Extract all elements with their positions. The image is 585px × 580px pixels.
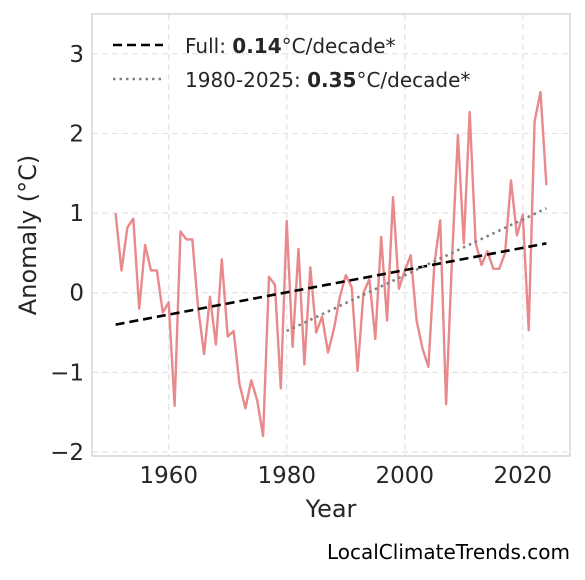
legend-recent-value: 0.35: [307, 68, 356, 92]
y-tick-label: 2: [69, 121, 84, 147]
legend-full-value: 0.14: [232, 34, 281, 58]
legend-full-suffix: °C/decade*: [282, 34, 396, 58]
y-axis-title: Anomaly (°C): [14, 155, 42, 315]
y-tick-label: 3: [69, 42, 84, 68]
x-axis-title: Year: [305, 495, 357, 523]
series-group: [114, 90, 548, 438]
legend-label-recent: 1980-2025: 0.35°C/decade*: [185, 68, 470, 92]
legend-full-prefix: Full:: [185, 34, 232, 58]
source-credit: LocalClimateTrends.com: [326, 540, 570, 564]
plot-frame: [91, 13, 571, 457]
x-tick-label: 1960: [139, 463, 198, 489]
legend: Full: 0.14°C/decade* 1980-2025: 0.35°C/d…: [113, 34, 470, 92]
anomaly-chart: 1960 1980 2000 2020 −2 −1 0 1 2 3 Year Anomaly (…: [14, 13, 571, 523]
y-tick-label: 0: [69, 281, 84, 307]
x-tick-label: 2000: [375, 463, 434, 489]
y-tick-label: −2: [50, 440, 84, 466]
x-tick-labels: 1960 1980 2000 2020: [139, 463, 552, 489]
y-tick-label: −1: [50, 360, 84, 386]
legend-recent-prefix: 1980-2025:: [185, 68, 307, 92]
x-tick-label: 1980: [257, 463, 316, 489]
full-trend-line: [115, 242, 547, 326]
legend-label-full: Full: 0.14°C/decade*: [185, 34, 396, 58]
recent-trend-line: [286, 207, 547, 333]
plot-background: [92, 14, 570, 456]
y-tick-label: 1: [69, 201, 84, 227]
x-tick-label: 2020: [494, 463, 553, 489]
annual-anomaly-line: [114, 90, 548, 438]
legend-recent-suffix: °C/decade*: [356, 68, 470, 92]
y-tick-labels: −2 −1 0 1 2 3: [50, 42, 84, 466]
